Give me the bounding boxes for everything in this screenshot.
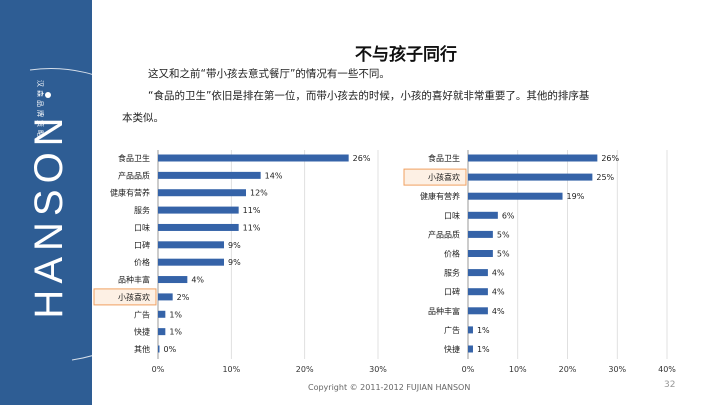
bar-0-10 xyxy=(158,328,166,336)
category-label-0: 健康有营养 xyxy=(110,188,150,198)
category-label-0: 价格 xyxy=(134,257,150,267)
bar-1-10 xyxy=(468,345,473,353)
bar-1-0 xyxy=(468,154,598,162)
value-label-0: 9% xyxy=(228,241,241,250)
value-label-0: 11% xyxy=(243,206,261,215)
value-label-1: 5% xyxy=(497,230,510,239)
x-tick-label-1: 40% xyxy=(658,365,676,374)
bar-0-1 xyxy=(158,171,261,179)
category-label-1: 健康有营养 xyxy=(420,191,460,201)
x-tick-label-0: 10% xyxy=(222,365,240,374)
x-tick-label-1: 10% xyxy=(509,365,527,374)
bar-1-7 xyxy=(468,288,488,296)
category-label-1: 快捷 xyxy=(444,344,460,354)
bar-0-6 xyxy=(158,258,224,266)
bar-0-9 xyxy=(158,310,166,318)
value-label-1: 4% xyxy=(492,307,505,316)
bar-0-5 xyxy=(158,241,224,249)
slide-title: 不与孩子同行 xyxy=(355,45,457,65)
highlight-box-1 xyxy=(403,168,467,186)
bar-0-2 xyxy=(158,189,246,197)
bar-1-3 xyxy=(468,211,498,219)
value-label-1: 6% xyxy=(502,211,515,220)
value-label-1: 26% xyxy=(601,154,619,163)
category-label-0: 口碑 xyxy=(134,240,150,250)
value-label-0: 26% xyxy=(353,154,371,163)
bar-1-5 xyxy=(468,250,493,257)
paragraph-line-3: 本类似。 xyxy=(122,112,164,124)
logo-dot xyxy=(45,92,51,98)
category-label-1: 小孩喜欢 xyxy=(428,172,460,182)
highlight-box-0 xyxy=(93,288,157,306)
category-label-0: 食品卫生 xyxy=(118,153,150,163)
value-label-1: 19% xyxy=(567,192,585,201)
category-label-0: 产品品质 xyxy=(118,170,150,180)
value-label-1: 1% xyxy=(477,345,490,354)
bar-1-8 xyxy=(468,307,488,315)
category-label-0: 小孩喜欢 xyxy=(118,292,150,302)
sidebar: HANSON 汉森品牌策略 xyxy=(0,0,92,405)
category-label-0: 快捷 xyxy=(134,327,150,337)
bar-1-6 xyxy=(468,269,488,277)
hanson-logo: HANSON 汉森品牌策略 xyxy=(27,67,92,361)
x-tick-label-0: 0% xyxy=(152,365,165,374)
value-label-1: 5% xyxy=(497,250,510,259)
category-label-1: 食品卫生 xyxy=(428,153,460,163)
bar-1-1 xyxy=(468,173,593,181)
category-label-1: 服务 xyxy=(444,268,460,278)
value-label-0: 12% xyxy=(250,189,268,198)
category-label-0: 广告 xyxy=(134,309,150,319)
category-label-0: 其他 xyxy=(134,344,150,354)
x-tick-label-0: 30% xyxy=(369,365,387,374)
x-tick-label-1: 30% xyxy=(608,365,626,374)
value-label-0: 11% xyxy=(243,223,261,232)
value-label-0: 1% xyxy=(169,310,182,319)
category-label-1: 价格 xyxy=(444,249,460,259)
category-label-1: 广告 xyxy=(444,325,460,335)
bar-1-4 xyxy=(468,230,493,238)
logo-text: HANSON xyxy=(27,111,71,318)
category-label-1: 产品品质 xyxy=(428,229,460,239)
value-label-0: 2% xyxy=(177,293,190,302)
x-tick-label-1: 0% xyxy=(462,365,475,374)
paragraph-line-1: 这又和之前“带小孩去意式餐厅”的情况有一些不同。 xyxy=(148,68,390,80)
bar-1-9 xyxy=(468,326,473,334)
value-label-1: 4% xyxy=(492,269,505,278)
value-label-0: 14% xyxy=(265,171,283,180)
bar-0-4 xyxy=(158,223,239,231)
value-label-0: 1% xyxy=(169,328,182,337)
bar-0-7 xyxy=(158,276,188,284)
x-tick-label-0: 20% xyxy=(296,365,314,374)
footer-copyright: Copyright © 2011-2012 FUJIAN HANSON xyxy=(308,383,471,392)
bar-0-3 xyxy=(158,206,239,214)
category-label-1: 口碑 xyxy=(444,287,460,297)
bar-1-2 xyxy=(468,192,563,200)
value-label-1: 4% xyxy=(492,288,505,297)
category-label-1: 品种丰富 xyxy=(428,306,460,316)
value-label-0: 0% xyxy=(164,345,177,354)
bar-0-0 xyxy=(158,154,349,162)
bar-0-8 xyxy=(158,293,173,301)
category-label-0: 口味 xyxy=(134,222,150,232)
category-label-0: 服务 xyxy=(134,205,150,215)
value-label-0: 9% xyxy=(228,258,241,267)
value-label-1: 25% xyxy=(596,173,614,182)
x-tick-label-1: 20% xyxy=(559,365,577,374)
value-label-1: 1% xyxy=(477,326,490,335)
value-label-0: 4% xyxy=(191,276,204,285)
page-number: 32 xyxy=(664,380,676,390)
logo-subtext: 汉森品牌策略 xyxy=(36,80,45,140)
category-label-0: 品种丰富 xyxy=(118,275,150,285)
category-label-1: 口味 xyxy=(444,210,460,220)
paragraph-line-2: “食品的卫生”依旧是排在第一位，而带小孩去的时候，小孩的喜好就非常重要了。其他的… xyxy=(148,90,590,102)
bar-0-11 xyxy=(158,345,160,353)
